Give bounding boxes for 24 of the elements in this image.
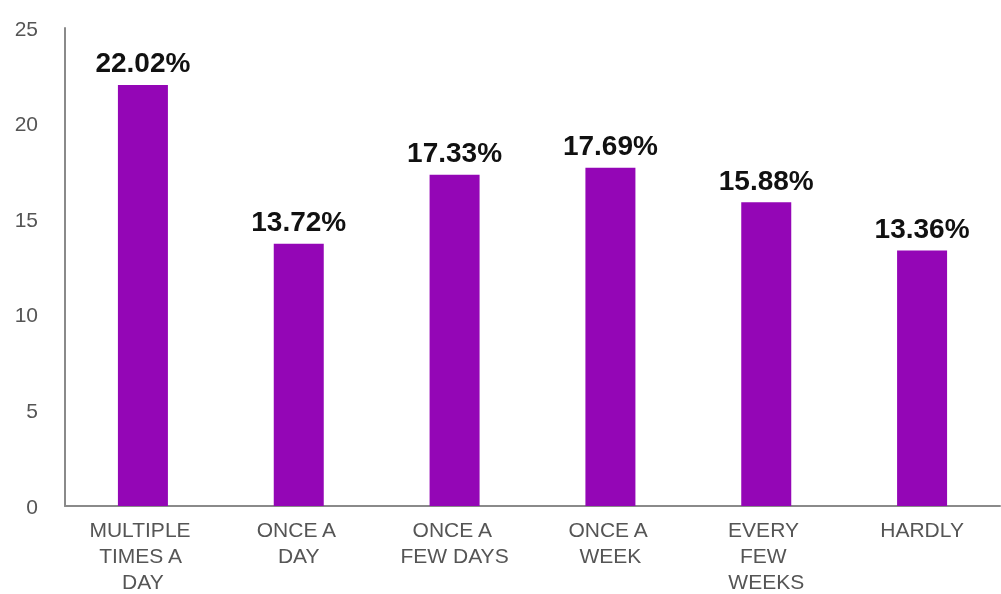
y-tick-label: 20 [14,112,38,136]
bar [429,174,480,506]
bar [273,243,324,506]
data-label: 22.02% [95,47,191,79]
bar [117,84,168,506]
data-label: 13.36% [874,213,970,245]
y-tick-label: 15 [14,207,38,231]
y-tick-label: 25 [14,16,38,40]
bar [585,167,636,506]
x-tick-label: MULTIPLE TIMES A DAY [89,517,197,593]
x-tick-label: ONCE A WEEK [568,517,653,567]
y-tick-label: 0 [26,494,38,518]
data-label: 17.69% [562,130,658,162]
y-tick-label: 10 [14,303,38,327]
data-label: 17.33% [407,137,503,169]
data-label: 13.72% [251,206,347,238]
bar [741,202,792,506]
y-tick-label: 5 [26,398,38,422]
x-tick-label: EVERY FEW WEEKS [728,517,805,593]
x-tick-label: HARDLY [880,517,964,541]
x-tick-label: ONCE A DAY [256,517,341,567]
x-tick-label: ONCE A FEW DAYS [400,517,509,567]
bar [897,250,948,506]
data-label: 15.88% [718,164,814,196]
